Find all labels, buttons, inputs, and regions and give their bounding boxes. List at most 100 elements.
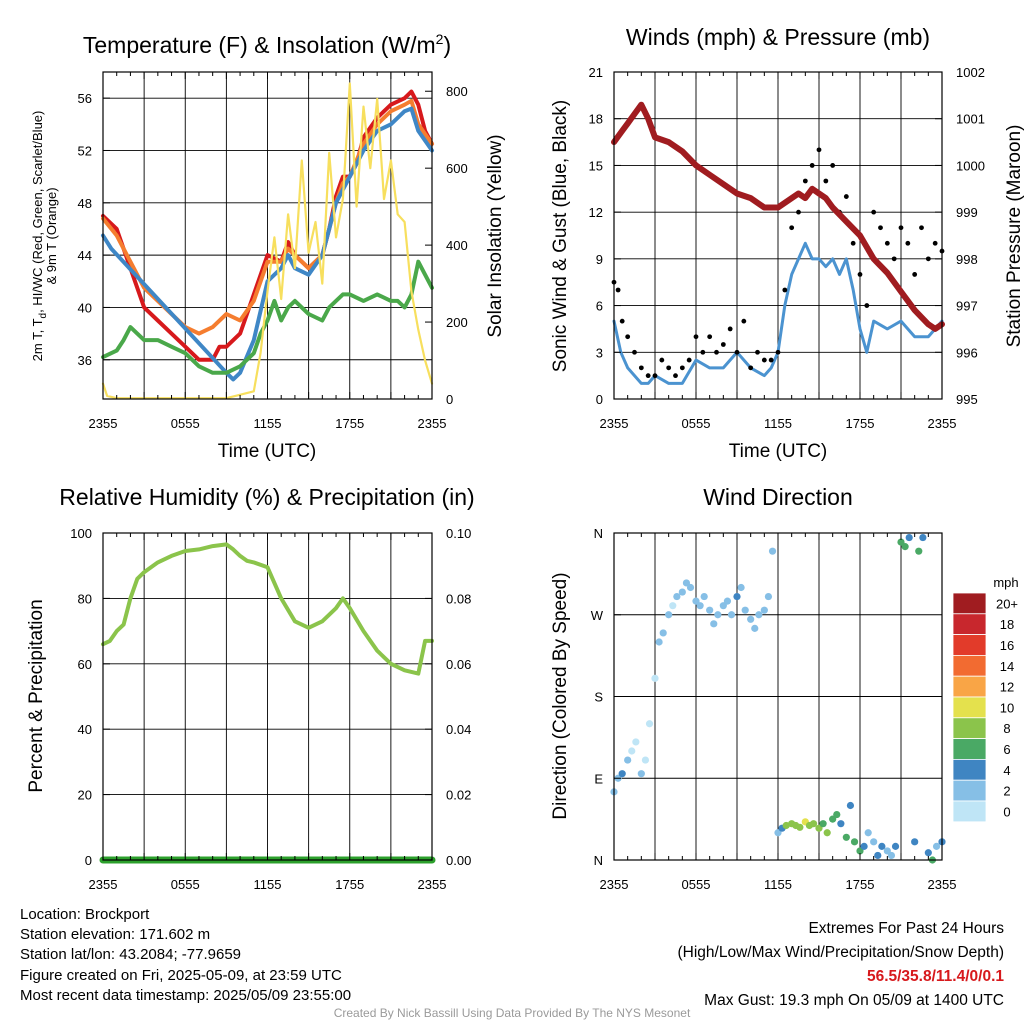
humidity-ylabel-left: Percent & Precipitation xyxy=(26,599,47,792)
gust-point xyxy=(619,318,625,324)
gust-point xyxy=(782,287,788,293)
winds-ticks: 2355 0555 1155 1755 2355 0 3 6 9 12 15 18 21 995 996 99… xyxy=(589,65,985,431)
y-right-tick-label: 0.00 xyxy=(446,853,471,868)
gust-point xyxy=(632,349,637,355)
gust-point xyxy=(707,334,713,340)
y-tick-label: 44 xyxy=(78,248,92,263)
y-right-tick-label: 0.06 xyxy=(446,657,471,672)
gust-point xyxy=(714,349,719,355)
x-tick-label: 1755 xyxy=(846,877,875,892)
gust-point xyxy=(898,225,904,231)
x-tick-label: 0555 xyxy=(682,877,711,892)
gust-point xyxy=(761,357,767,363)
gust-point xyxy=(843,194,849,199)
gust-point xyxy=(693,334,699,340)
figure-created: Figure created on Fri, 2025-05-09, at 23… xyxy=(20,966,342,984)
colorbar-cell xyxy=(952,800,987,823)
colorbar-cell xyxy=(952,759,987,781)
temperature-ylabel-left: 2m T, Td, HI/WC (Red, Green, Scarlet/Blu… xyxy=(30,111,49,362)
y-tick-label: 56 xyxy=(78,91,92,106)
temperature-panel-title: Temperature (F) & Insolation (W/m2) xyxy=(83,31,451,58)
colorbar-label: 2 xyxy=(1003,784,1010,799)
y-right-tick-label: 1000 xyxy=(956,158,985,173)
series-line-hi-wc xyxy=(101,106,434,382)
direction-point xyxy=(755,611,763,619)
y-tick-label: 36 xyxy=(78,353,92,368)
series-line-td xyxy=(101,259,434,375)
gust-point xyxy=(912,272,918,277)
temperature-ticks: 2355 0555 1155 1755 2355 36 40 44 48 52 56 0 200 400 6… xyxy=(78,72,468,431)
y-right-tick-label: 0.02 xyxy=(446,788,471,803)
y-right-tick-label: 0.04 xyxy=(446,722,471,737)
direction-ticks: 2355 0555 1155 1755 2355 N E S W N xyxy=(591,526,957,892)
y-right-tick-label: 0 xyxy=(446,392,453,407)
station-info: Location: Brockport Station elevation: 1… xyxy=(20,905,351,1006)
direction-point xyxy=(891,842,900,850)
y-tick-label: 60 xyxy=(78,657,92,672)
direction-point xyxy=(874,851,882,860)
x-tick-label: 0555 xyxy=(682,416,711,431)
gust-point xyxy=(768,357,774,363)
y-right-tick-label: 400 xyxy=(446,238,468,253)
direction-point xyxy=(628,747,636,755)
y-tick-label: 21 xyxy=(589,65,603,80)
temperature-xlabel: Time (UTC) xyxy=(218,441,317,462)
station-latlon: Station lat/lon: 43.2084; -77.9659 xyxy=(20,946,242,964)
direction-point xyxy=(768,547,777,555)
direction-point xyxy=(833,810,841,819)
colorbar-cell xyxy=(952,592,987,615)
winds-series xyxy=(611,101,945,385)
direction-point xyxy=(645,720,654,728)
winds-panel: Winds (mph) & Pressure (mb) 2355 0555 1155… xyxy=(550,24,1024,462)
x-tick-label: 1755 xyxy=(335,877,364,892)
direction-point xyxy=(887,851,896,860)
y-right-tick-label: 800 xyxy=(446,84,468,99)
direction-point xyxy=(618,770,626,778)
direction-point xyxy=(737,583,745,592)
direction-point xyxy=(864,829,872,837)
y-tick-label: 18 xyxy=(589,112,603,127)
direction-point xyxy=(637,770,645,778)
direction-points xyxy=(610,533,946,864)
winds-panel-title: Winds (mph) & Pressure (mb) xyxy=(626,24,930,50)
direction-point xyxy=(673,592,681,601)
gust-point xyxy=(686,357,692,363)
gust-point xyxy=(789,225,795,231)
colorbar-cell xyxy=(952,738,987,760)
station-elevation: Station elevation: 171.602 m xyxy=(20,926,211,944)
gust-point xyxy=(850,240,856,246)
extremes-subheading: (High/Low/Max Wind/Precipitation/Snow De… xyxy=(677,944,1005,961)
colorbar-label: 0 xyxy=(1003,804,1010,819)
direction-ylabel-left: Direction (Colored By Speed) xyxy=(550,572,571,819)
colorbar-label: 18 xyxy=(1000,617,1014,632)
y-tick-label: 9 xyxy=(596,252,603,267)
direction-point xyxy=(696,602,704,610)
colorbar-label: 16 xyxy=(1000,638,1014,653)
gust-point xyxy=(638,365,644,371)
direction-point xyxy=(741,606,749,614)
direction-point xyxy=(850,838,859,846)
gust-point xyxy=(659,357,665,363)
direction-point xyxy=(624,756,632,764)
y-tick-label: 6 xyxy=(596,299,603,314)
direction-point xyxy=(706,606,714,614)
direction-point xyxy=(911,838,919,846)
station-location: Location: Brockport xyxy=(20,906,150,923)
gust-point xyxy=(871,209,877,215)
gust-point xyxy=(755,349,760,355)
direction-point xyxy=(723,597,732,605)
series-line-insolation xyxy=(101,82,434,400)
y-right-tick-label: 1001 xyxy=(956,112,985,127)
y-right-tick-label: 0.10 xyxy=(446,526,471,541)
gust-point xyxy=(666,365,672,371)
gust-point xyxy=(741,318,747,324)
recent-timestamp: Most recent data timestamp: 2025/05/09 2… xyxy=(20,986,352,1004)
extremes-heading: Extremes For Past 24 Hours xyxy=(808,920,1004,937)
direction-point xyxy=(700,592,708,601)
y-right-tick-label: 997 xyxy=(956,299,978,314)
colorbar-cell xyxy=(952,655,987,677)
y-tick-label: W xyxy=(591,608,604,623)
direction-point xyxy=(823,829,831,837)
series-line-station-pressure xyxy=(611,101,945,332)
direction-point xyxy=(655,638,663,646)
